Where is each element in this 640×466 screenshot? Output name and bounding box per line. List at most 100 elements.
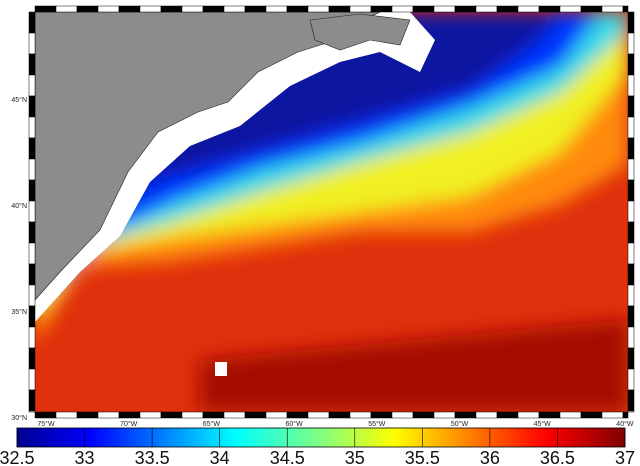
frame-segment bbox=[34, 5, 57, 13]
frame-segment bbox=[475, 5, 498, 13]
frame-segment bbox=[538, 5, 561, 13]
frame-segment bbox=[202, 5, 225, 13]
frame-segment bbox=[433, 5, 456, 13]
colorbar-tick-label: 33 bbox=[75, 448, 95, 466]
frame-segment bbox=[265, 5, 288, 13]
frame-segment bbox=[496, 411, 519, 419]
frame-segment bbox=[55, 411, 78, 419]
frame-segment bbox=[223, 5, 246, 13]
colorbar bbox=[16, 427, 626, 448]
frame-segment bbox=[28, 158, 36, 181]
frame-segment bbox=[475, 411, 498, 419]
frame-segment bbox=[454, 5, 477, 13]
frame-segment bbox=[517, 5, 540, 13]
frame-segment bbox=[55, 5, 78, 13]
frame-segment bbox=[559, 411, 582, 419]
frame-segment bbox=[28, 263, 36, 286]
frame-segment bbox=[76, 5, 99, 13]
frame-segment bbox=[28, 347, 36, 370]
frame-segment bbox=[538, 411, 561, 419]
lon-label: 50°W bbox=[451, 420, 469, 428]
frame-segment bbox=[580, 411, 603, 419]
frame-segment bbox=[139, 5, 162, 13]
frame-segment bbox=[622, 411, 629, 419]
lat-label: 40°N bbox=[11, 202, 27, 210]
frame-segment bbox=[28, 242, 36, 265]
frame-segment bbox=[627, 116, 635, 139]
colorbar-tick-label: 32.5 bbox=[0, 448, 35, 466]
frame-segment bbox=[118, 411, 141, 419]
frame-segment bbox=[627, 53, 635, 76]
frame-segment bbox=[328, 5, 351, 13]
map-field bbox=[35, 12, 628, 412]
frame-segment bbox=[28, 32, 36, 55]
frame-segment bbox=[627, 179, 635, 202]
frame-segment bbox=[601, 5, 624, 13]
frame-segment bbox=[627, 284, 635, 307]
frame-segment bbox=[391, 411, 414, 419]
frame-segment bbox=[28, 410, 36, 413]
lon-label: 70°W bbox=[120, 420, 138, 428]
frame-segment bbox=[181, 411, 204, 419]
frame-segment bbox=[244, 5, 267, 13]
frame-segment bbox=[517, 411, 540, 419]
lat-label: 35°N bbox=[11, 308, 27, 316]
frame-segment bbox=[627, 95, 635, 118]
frame-segment bbox=[627, 200, 635, 223]
colorbar-tick-label: 34 bbox=[210, 448, 230, 466]
frame-segment bbox=[349, 5, 372, 13]
frame-segment bbox=[34, 411, 57, 419]
frame-segment bbox=[76, 411, 99, 419]
frame-segment bbox=[202, 411, 225, 419]
lon-label: 75°W bbox=[37, 420, 55, 428]
lon-label: 45°W bbox=[534, 420, 552, 428]
frame-segment bbox=[223, 411, 246, 419]
frame-segment bbox=[139, 411, 162, 419]
frame-segment bbox=[28, 74, 36, 97]
frame-segment bbox=[627, 137, 635, 160]
colorbar-tick-label: 37 bbox=[615, 448, 635, 466]
frame-segment bbox=[28, 137, 36, 160]
frame-segment bbox=[265, 411, 288, 419]
frame-segment bbox=[622, 5, 629, 13]
frame-segment bbox=[627, 242, 635, 265]
frame-segment bbox=[160, 5, 183, 13]
frame-segment bbox=[370, 5, 393, 13]
colorbar-tick-label: 36 bbox=[480, 448, 500, 466]
frame-segment bbox=[160, 411, 183, 419]
frame-segment bbox=[28, 11, 36, 34]
frame-segment bbox=[627, 11, 635, 34]
map-frame bbox=[28, 5, 635, 419]
frame-segment bbox=[454, 411, 477, 419]
lon-label: 40°W bbox=[616, 420, 634, 428]
frame-segment bbox=[307, 411, 330, 419]
frame-segment bbox=[627, 305, 635, 328]
frame-segment bbox=[412, 411, 435, 419]
lat-label: 30°N bbox=[11, 414, 27, 422]
frame-segment bbox=[496, 5, 519, 13]
lon-label: 65°W bbox=[203, 420, 221, 428]
colorbar-tick-label: 33.5 bbox=[135, 448, 170, 466]
frame-segment bbox=[580, 5, 603, 13]
frame-segment bbox=[28, 326, 36, 349]
frame-segment bbox=[97, 411, 120, 419]
frame-segment bbox=[28, 389, 36, 412]
frame-segment bbox=[28, 95, 36, 118]
frame-segment bbox=[28, 368, 36, 391]
frame-segment bbox=[559, 5, 582, 13]
frame-segment bbox=[28, 116, 36, 139]
frame-segment bbox=[627, 158, 635, 181]
frame-segment bbox=[28, 305, 36, 328]
frame-segment bbox=[627, 221, 635, 244]
frame-segment bbox=[433, 411, 456, 419]
colorbar-tick-label: 36.5 bbox=[540, 448, 575, 466]
lat-label: 45°N bbox=[11, 96, 27, 104]
frame-segment bbox=[28, 221, 36, 244]
frame-segment bbox=[28, 200, 36, 223]
frame-segment bbox=[370, 411, 393, 419]
colorbar-tick-label: 34.5 bbox=[270, 448, 305, 466]
frame-segment bbox=[627, 326, 635, 349]
frame-segment bbox=[28, 53, 36, 76]
frame-segment bbox=[627, 410, 635, 413]
